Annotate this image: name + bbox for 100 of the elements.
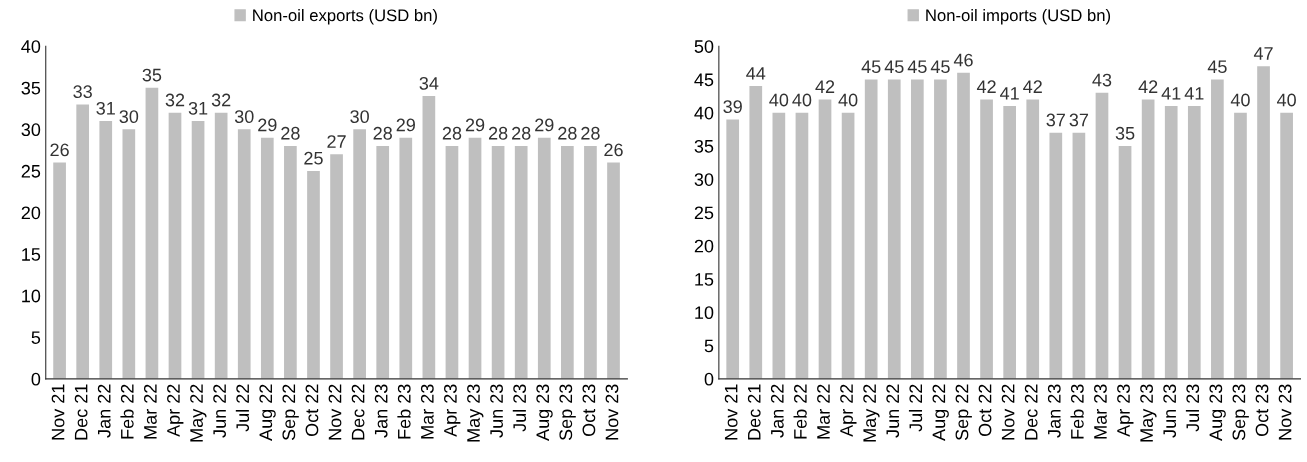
y-tick-label: 30 — [21, 123, 41, 137]
bar — [1072, 132, 1086, 379]
data-label: 28 — [442, 126, 462, 140]
bar — [1234, 112, 1247, 379]
bar — [726, 119, 740, 379]
data-label: 40 — [1230, 93, 1250, 107]
bar — [841, 112, 855, 379]
x-tick-label: Sep 23 — [559, 384, 576, 441]
x-tick-label: Nov 23 — [1278, 384, 1292, 440]
bar — [1141, 99, 1155, 379]
bar — [260, 137, 274, 379]
bar — [1187, 106, 1201, 379]
data-label: 42 — [1023, 80, 1042, 93]
y-tick-label: 10 — [22, 289, 41, 303]
bar — [237, 129, 251, 379]
x-tick-label: Apr 23 — [1117, 384, 1134, 437]
x-tick-label: Feb 23 — [1070, 384, 1084, 439]
bar — [514, 145, 528, 379]
bar — [1257, 66, 1270, 379]
x-tick-label: Jan 23 — [374, 384, 388, 438]
x-tick-label: Jan 23 — [1047, 384, 1061, 438]
x-tick-label: May 23 — [1140, 384, 1157, 442]
x-tick-label: Jun 22 — [886, 384, 900, 438]
data-label: 42 — [815, 80, 835, 93]
data-label: 28 — [558, 126, 577, 140]
x-tick-label: Jun 22 — [213, 384, 226, 438]
x-tick-label: Apr 22 — [167, 384, 184, 437]
y-tick-label: 35 — [21, 81, 41, 95]
x-tick-label: Sep 22 — [282, 384, 299, 441]
data-label: 45 — [907, 60, 927, 74]
data-label: 28 — [373, 126, 392, 140]
bar — [168, 112, 182, 379]
data-label: 28 — [281, 126, 300, 140]
data-label: 25 — [304, 151, 323, 165]
x-tick-label: May 22 — [863, 384, 880, 442]
x-tick-label: Apr 22 — [840, 384, 857, 437]
x-tick-label: Feb 23 — [397, 384, 411, 439]
x-tick-label: Dec 21 — [74, 384, 88, 440]
bar — [353, 129, 366, 379]
x-tick-label: Dec 22 — [1024, 384, 1038, 440]
x-tick-label: Jul 22 — [235, 384, 250, 432]
data-label: 30 — [350, 110, 369, 124]
data-label: 40 — [769, 93, 789, 107]
bar — [145, 87, 159, 379]
data-label: 26 — [50, 143, 69, 157]
x-tick-label: Feb 22 — [120, 384, 134, 439]
data-label: 45 — [1207, 60, 1227, 74]
data-label: 43 — [1092, 73, 1112, 87]
x-tick-label: Nov 21 — [724, 384, 738, 440]
x-tick-label: Nov 22 — [1001, 384, 1015, 440]
bar — [818, 99, 832, 379]
data-label: 32 — [165, 93, 185, 107]
data-label: 40 — [838, 93, 858, 107]
bar — [864, 79, 878, 379]
x-tick-label: Jul 23 — [1185, 384, 1200, 432]
bar — [1003, 106, 1016, 379]
x-tick-label: Mar 22 — [143, 384, 157, 439]
data-label: 33 — [73, 85, 92, 99]
y-tick-label: 45 — [694, 73, 714, 87]
bar — [1049, 132, 1063, 379]
data-label: 31 — [188, 101, 208, 115]
data-label: 45 — [884, 60, 904, 74]
x-tick-label: Dec 21 — [747, 384, 761, 440]
bar — [99, 121, 113, 379]
data-label: 41 — [1161, 87, 1181, 100]
bar — [1164, 106, 1178, 379]
x-tick-label: May 22 — [190, 384, 207, 442]
x-tick-label: Sep 23 — [1232, 384, 1249, 441]
x-tick-label: Aug 22 — [932, 384, 949, 441]
data-label: 31 — [96, 101, 115, 115]
data-label: 46 — [953, 53, 973, 67]
bar — [584, 145, 597, 379]
y-tick-label: 35 — [694, 139, 714, 153]
data-label: 42 — [976, 80, 996, 93]
x-tick-label: Jul 22 — [908, 384, 923, 432]
bar — [980, 99, 993, 379]
x-tick-label: Oct 22 — [978, 384, 992, 437]
x-tick-label: Jan 22 — [97, 384, 111, 438]
y-tick-label: 20 — [694, 239, 714, 253]
data-label: 37 — [1069, 113, 1089, 127]
data-label: 32 — [211, 93, 231, 107]
y-tick-label: 50 — [694, 40, 714, 53]
x-tick-label: Apr 23 — [444, 384, 461, 437]
x-tick-label: Jun 23 — [1163, 384, 1177, 438]
bar — [491, 145, 505, 379]
bar — [910, 79, 924, 379]
x-tick-label: Oct 23 — [1255, 384, 1269, 437]
bar — [1280, 112, 1293, 379]
data-label: 44 — [746, 67, 766, 80]
x-tick-label: Oct 23 — [582, 384, 596, 437]
bar — [284, 145, 297, 379]
bar — [1211, 79, 1224, 379]
x-tick-label: Aug 23 — [1209, 384, 1226, 441]
data-label: 28 — [512, 126, 531, 140]
data-label: 34 — [419, 76, 439, 90]
x-tick-label: May 23 — [467, 384, 484, 442]
bar — [607, 162, 620, 379]
y-tick-label: 20 — [21, 206, 41, 220]
bar — [772, 112, 786, 379]
data-label: 29 — [258, 118, 277, 132]
